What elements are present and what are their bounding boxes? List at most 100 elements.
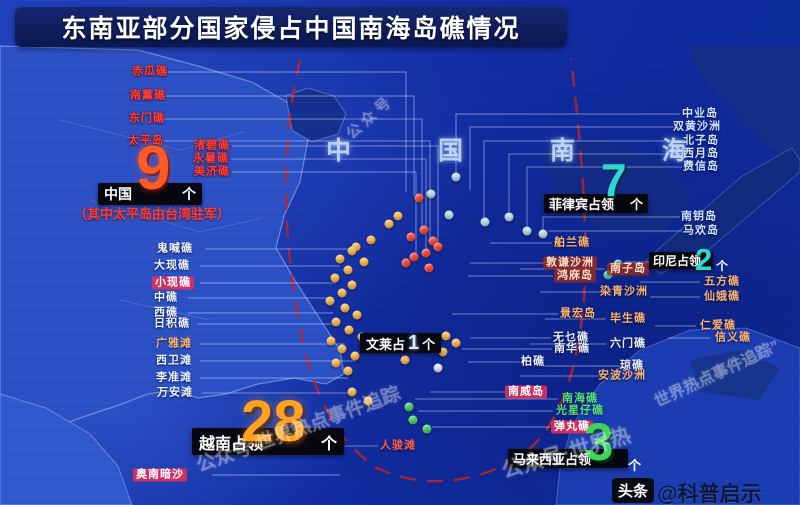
- island-dot-b: [433, 363, 443, 373]
- land-borneo-shade: [690, 350, 780, 400]
- island-dot-c: [433, 242, 443, 252]
- island-label: 东门礁: [129, 112, 165, 125]
- stat-box-malaysia: 马来西亚占领: [508, 449, 628, 468]
- stat-name-indonesia: 印尼占领: [653, 254, 702, 268]
- island-dot-v: [326, 336, 336, 346]
- island-label: 鸿庥岛: [554, 269, 596, 283]
- stat-box-philippines: 菲律宾占领 个: [544, 194, 648, 213]
- author-handle: @科普启示: [657, 483, 762, 505]
- island-dot-v: [352, 310, 362, 320]
- island-label: 南海礁: [562, 392, 598, 405]
- island-dot-c: [401, 258, 411, 268]
- land-hainan: [285, 87, 347, 143]
- stat-number-indonesia: 2: [695, 242, 713, 277]
- island-label: 信义礁: [715, 331, 751, 344]
- stat-name-china: 中国: [104, 186, 132, 202]
- island-label: 美济礁: [194, 165, 230, 178]
- island-label: 永暑礁: [193, 152, 229, 165]
- island-label: 日积礁: [154, 317, 190, 330]
- island-dot-v: [343, 265, 353, 275]
- island-dot-v: [347, 387, 357, 397]
- stat-unit-china: 个: [182, 186, 196, 202]
- stat-unit-brunei: 个: [422, 336, 436, 352]
- island-label: 南薰礁: [130, 89, 166, 102]
- island-dot-c: [406, 232, 416, 242]
- island-dot-m: [422, 424, 432, 434]
- island-label: 光星仔礁: [556, 404, 604, 417]
- island-dot-v: [366, 235, 376, 245]
- island-label: 南钥岛: [681, 210, 717, 223]
- island-dot-v: [331, 317, 341, 327]
- island-dot-c: [414, 193, 424, 203]
- island-dot-v: [400, 355, 410, 365]
- island-dot-v: [350, 351, 360, 361]
- island-label: 舶兰礁: [554, 236, 590, 249]
- island-label: 毕生礁: [610, 312, 646, 325]
- land-philippines: [688, 46, 800, 168]
- island-dot-v: [359, 257, 369, 267]
- island-dot-v: [347, 280, 357, 290]
- island-label: 渚碧礁: [194, 139, 230, 152]
- island-dot-p: [480, 217, 490, 227]
- island-label: 奥南暗沙: [133, 468, 187, 482]
- stat-unit-philippines: 个: [629, 197, 643, 212]
- island-label: 双黄沙洲: [673, 120, 721, 133]
- island-label: 敦谦沙洲: [543, 256, 597, 270]
- island-dot-c: [409, 252, 419, 262]
- island-dot-v: [393, 211, 403, 221]
- island-dot-p: [444, 210, 454, 220]
- stat-name-brunei: 文莱占: [366, 336, 406, 352]
- island-dot-v: [340, 303, 350, 313]
- island-label: 鬼喊礁: [157, 242, 193, 255]
- island-dot-v: [330, 273, 340, 283]
- connector-lines: [163, 71, 710, 476]
- sea-name-label: 中 国 南 海: [326, 137, 727, 165]
- island-label: 五方礁: [704, 275, 740, 288]
- island-label: 万安滩: [157, 386, 193, 399]
- island-dot-p: [504, 212, 514, 222]
- island-dot-m: [408, 415, 418, 425]
- island-dot-v: [337, 344, 347, 354]
- island-label: 无乜礁: [553, 331, 589, 344]
- island-dot-v: [441, 331, 451, 341]
- stat-box-vietnam: 越南占领 个: [192, 428, 344, 455]
- stat-box-indonesia: 印尼占领: [649, 252, 713, 269]
- stat-number-china: 9: [136, 134, 171, 203]
- island-label: 马欢岛: [683, 224, 719, 237]
- island-label: 中业岛: [682, 107, 718, 120]
- island-dot-v: [335, 254, 345, 264]
- island-label: 大现礁: [154, 259, 190, 272]
- island-label: 广雅滩: [156, 337, 192, 350]
- island-label: 南子岛: [607, 262, 649, 276]
- island-dot-v: [384, 219, 394, 229]
- page-title: 东南亚部分国家侵占中国南海岛礁情况: [61, 15, 521, 43]
- island-label: 中礁: [154, 291, 178, 304]
- island-label: 仙娥礁: [704, 290, 740, 303]
- island-label: 仁爱礁: [700, 319, 736, 332]
- island-dot-v: [337, 288, 347, 298]
- island-dot-p: [426, 189, 436, 199]
- stat-number-malaysia: 3: [584, 413, 614, 472]
- island-label: 景宏岛: [560, 307, 596, 320]
- stat-number-brunei: 1: [408, 331, 420, 354]
- island-dot-v: [331, 358, 341, 368]
- stat-note-china: （其中太平岛由台湾驻军）: [73, 206, 231, 222]
- island-dot-p: [522, 226, 532, 236]
- island-label: 人骏滩: [380, 439, 416, 452]
- island-dot-v: [343, 366, 353, 376]
- island-label: 小现礁: [152, 276, 194, 290]
- island-dot-m: [404, 402, 414, 412]
- stat-name-malaysia: 马来西亚占领: [513, 452, 592, 467]
- island-label: 柏礁: [521, 355, 545, 368]
- island-dot-v: [363, 396, 373, 406]
- stat-unit-indonesia: 个: [716, 259, 729, 273]
- island-label: 太平岛: [128, 134, 164, 147]
- island-label: 李准滩: [156, 371, 192, 384]
- title-bar: 东南亚部分国家侵占中国南海岛礁情况: [15, 7, 567, 47]
- island-dot-v: [351, 242, 361, 252]
- stat-unit-vietnam: 个: [320, 435, 337, 453]
- island-label: 安波沙洲: [598, 369, 646, 382]
- island-label: 弹丸礁: [551, 420, 593, 434]
